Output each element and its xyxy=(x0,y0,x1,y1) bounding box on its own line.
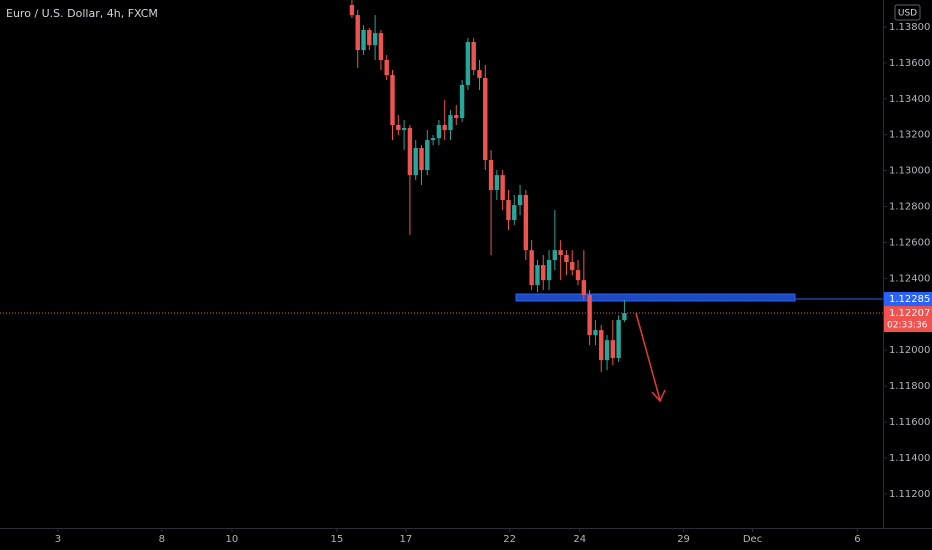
candle-body xyxy=(483,77,488,161)
y-tick-label: 1.11400 xyxy=(889,453,930,464)
y-tick-label: 1.13600 xyxy=(889,58,930,69)
candle-body xyxy=(535,265,540,286)
last-price-label: 1.12207 xyxy=(889,308,930,319)
y-tick-label: 1.12600 xyxy=(889,237,930,248)
candle-body xyxy=(361,29,366,51)
y-tick-label: 1.11200 xyxy=(889,489,930,500)
x-tick-label: 17 xyxy=(399,534,412,545)
candle-body xyxy=(471,42,476,71)
x-tick-label: 6 xyxy=(854,534,860,545)
candle-body xyxy=(622,313,627,321)
candle-body xyxy=(523,195,529,251)
last-price-box xyxy=(884,306,932,333)
candle-body xyxy=(459,84,465,118)
candle-body xyxy=(413,147,418,176)
countdown-label: 02:33:36 xyxy=(887,321,928,331)
candle-body xyxy=(599,330,604,361)
candle-body xyxy=(384,59,389,76)
candle-body xyxy=(494,175,500,191)
candle-body xyxy=(465,42,471,85)
candle-body xyxy=(396,124,401,131)
candle-body xyxy=(401,128,407,131)
candle-body xyxy=(593,330,598,336)
candle-body xyxy=(517,195,523,206)
level-label: 1.12285 xyxy=(889,294,930,305)
candle-body xyxy=(546,260,552,281)
candle-body xyxy=(488,160,494,191)
candle-body xyxy=(425,140,430,171)
y-tick-label: 1.12000 xyxy=(889,345,930,356)
candle-body xyxy=(529,250,534,286)
candle-body xyxy=(604,340,610,361)
candle-body xyxy=(390,75,395,125)
candle-body xyxy=(616,320,621,359)
arrow-shaft xyxy=(635,312,661,401)
x-tick-label: 24 xyxy=(573,534,586,545)
arrow xyxy=(635,312,666,403)
candle-body xyxy=(454,115,459,118)
candle-body xyxy=(610,340,616,359)
candle-body xyxy=(500,175,505,201)
candle-body xyxy=(477,70,482,78)
currency-box xyxy=(894,4,921,21)
candle-body xyxy=(558,250,563,256)
candle-body xyxy=(552,250,558,261)
x-tick-label: 15 xyxy=(330,534,343,545)
candle-body xyxy=(506,200,511,220)
candle-body xyxy=(436,124,442,139)
candle-body xyxy=(372,33,378,46)
candle-body xyxy=(448,115,453,131)
x-tick-label: 3 xyxy=(55,534,61,545)
y-tick-label: 1.13200 xyxy=(889,130,930,141)
candle-body xyxy=(378,33,384,60)
candle-body xyxy=(587,295,592,336)
candle-body xyxy=(355,15,360,51)
candle-body xyxy=(581,280,587,296)
x-tick-label: 29 xyxy=(677,534,690,545)
zone-rectangle xyxy=(515,293,796,302)
x-tick-label: 10 xyxy=(226,534,239,545)
y-tick-label: 1.12800 xyxy=(889,202,930,213)
y-tick-label: 1.13400 xyxy=(889,94,930,105)
x-tick-label: 8 xyxy=(159,534,165,545)
y-tick-label: 1.11600 xyxy=(889,417,930,428)
y-tick-label: 1.11800 xyxy=(889,381,930,392)
arrow-head xyxy=(651,389,666,403)
candle-body xyxy=(442,124,447,131)
y-tick-label: 1.12400 xyxy=(889,273,930,284)
candle-body xyxy=(367,29,372,46)
candle-body xyxy=(575,270,581,281)
x-tick-label: Dec xyxy=(743,534,762,545)
candle-body xyxy=(407,128,413,176)
level-label-box xyxy=(884,292,932,307)
y-tick-label: 1.13000 xyxy=(889,166,930,177)
candle-body xyxy=(419,147,424,171)
currency-label: USD xyxy=(898,9,917,19)
candle-body xyxy=(512,205,517,220)
x-tick-label: 22 xyxy=(503,534,516,545)
candle-body xyxy=(349,5,355,16)
candle-body xyxy=(564,255,569,263)
candle-body xyxy=(570,262,575,271)
candle-body xyxy=(430,138,436,141)
y-tick-label: 1.13800 xyxy=(889,22,930,33)
candle-body xyxy=(541,265,546,281)
chart-title: Euro / U.S. Dollar, 4h, FXCM xyxy=(6,7,158,20)
